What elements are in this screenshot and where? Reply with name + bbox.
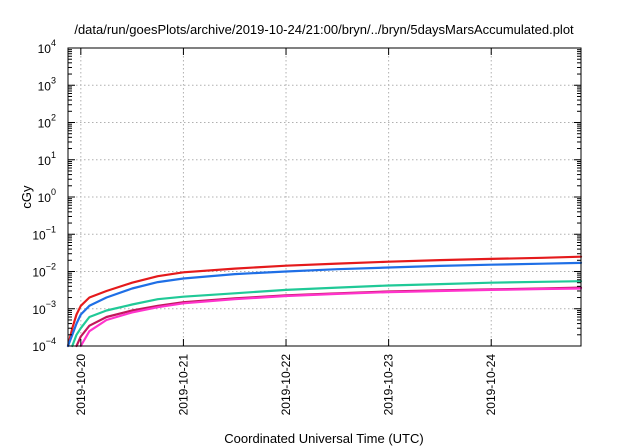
y-tick-exponent: 2 bbox=[51, 113, 56, 123]
y-tick-base: 10 bbox=[32, 228, 46, 242]
y-tick-label: 104 bbox=[38, 38, 56, 56]
y-tick-label: 10−4 bbox=[32, 336, 56, 354]
y-tick-base: 10 bbox=[38, 191, 52, 205]
y-tick-base: 10 bbox=[38, 79, 52, 93]
y-tick-label: 101 bbox=[38, 150, 56, 168]
x-tick-label: 2019-10-22 bbox=[279, 354, 293, 416]
y-tick-exponent: −2 bbox=[46, 262, 56, 272]
x-tick-label: 2019-10-23 bbox=[382, 354, 396, 416]
x-axis: 2019-10-20 2019-10-21 2019-10-22 2019-10-23… bbox=[74, 48, 498, 415]
x-tick-label: 2019-10-24 bbox=[484, 354, 498, 416]
y-tick-base: 10 bbox=[32, 266, 46, 280]
y-tick-base: 10 bbox=[32, 340, 46, 354]
y-tick-label: 102 bbox=[38, 113, 56, 131]
series-line-1 bbox=[66, 255, 583, 348]
y-tick-exponent: −1 bbox=[46, 224, 56, 234]
y-axis-label: cGy bbox=[19, 185, 34, 209]
series-line-4 bbox=[75, 286, 583, 348]
y-tick-label: 10−3 bbox=[32, 299, 56, 317]
y-tick-exponent: 3 bbox=[51, 75, 56, 85]
y-tick-exponent: −4 bbox=[46, 336, 56, 346]
y-tick-exponent: 1 bbox=[51, 150, 56, 160]
y-tick-exponent: −3 bbox=[46, 299, 56, 309]
y-tick-label: 10−1 bbox=[32, 224, 56, 242]
series-line-5 bbox=[79, 287, 583, 348]
y-tick-base: 10 bbox=[38, 154, 52, 168]
y-tick-label: 100 bbox=[38, 187, 56, 205]
y-tick-label: 103 bbox=[38, 75, 56, 93]
series-group bbox=[66, 255, 583, 348]
y-tick-exponent: 0 bbox=[51, 187, 56, 197]
y-tick-label: 10−2 bbox=[32, 262, 56, 280]
x-tick-label: 2019-10-21 bbox=[176, 354, 190, 416]
y-tick-base: 10 bbox=[38, 117, 52, 131]
y-tick-base: 10 bbox=[38, 42, 52, 56]
series-line-3 bbox=[71, 280, 583, 348]
chart-title: /data/run/goesPlots/archive/2019-10-24/2… bbox=[74, 22, 574, 37]
x-tick-label: 2019-10-20 bbox=[74, 354, 88, 416]
y-tick-base: 10 bbox=[32, 303, 46, 317]
y-tick-exponent: 4 bbox=[51, 38, 56, 48]
series-line-2 bbox=[66, 261, 583, 348]
x-axis-label: Coordinated Universal Time (UTC) bbox=[224, 431, 423, 446]
